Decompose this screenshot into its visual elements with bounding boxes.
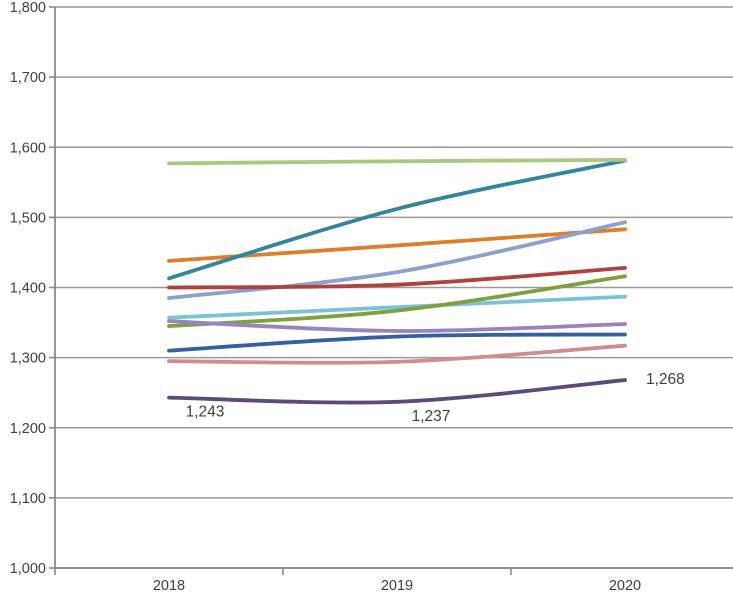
series-line-teal	[167, 158, 627, 281]
y-tick-label: 1,600	[10, 140, 46, 156]
data-label: 1,268	[646, 371, 685, 388]
series-line-light-green	[167, 157, 627, 166]
x-tick-label: 2018	[153, 578, 185, 594]
y-tick-label: 1,500	[10, 210, 46, 226]
series-line-amethyst	[167, 319, 627, 333]
y-tick-label: 1,200	[10, 421, 46, 437]
series-line-sky-blue	[167, 294, 627, 320]
x-tick-label: 2019	[381, 578, 413, 594]
data-label: 1,243	[186, 404, 225, 421]
y-tick-label: 1,400	[10, 281, 46, 297]
x-tick-label: 2020	[609, 578, 641, 594]
series-line-dark-red	[167, 265, 627, 290]
series-line-salmon	[167, 343, 627, 365]
y-tick-label: 1,100	[10, 491, 46, 507]
y-tick-label: 1,000	[10, 561, 46, 577]
data-label: 1,237	[412, 408, 451, 425]
series-line-dark-purple	[167, 378, 627, 405]
y-tick-label: 1,700	[10, 70, 46, 86]
y-tick-label: 1,800	[10, 0, 46, 16]
y-tick-label: 1,300	[10, 351, 46, 367]
series-line-periwinkle	[167, 220, 627, 300]
series-line-dark-blue	[167, 332, 627, 353]
